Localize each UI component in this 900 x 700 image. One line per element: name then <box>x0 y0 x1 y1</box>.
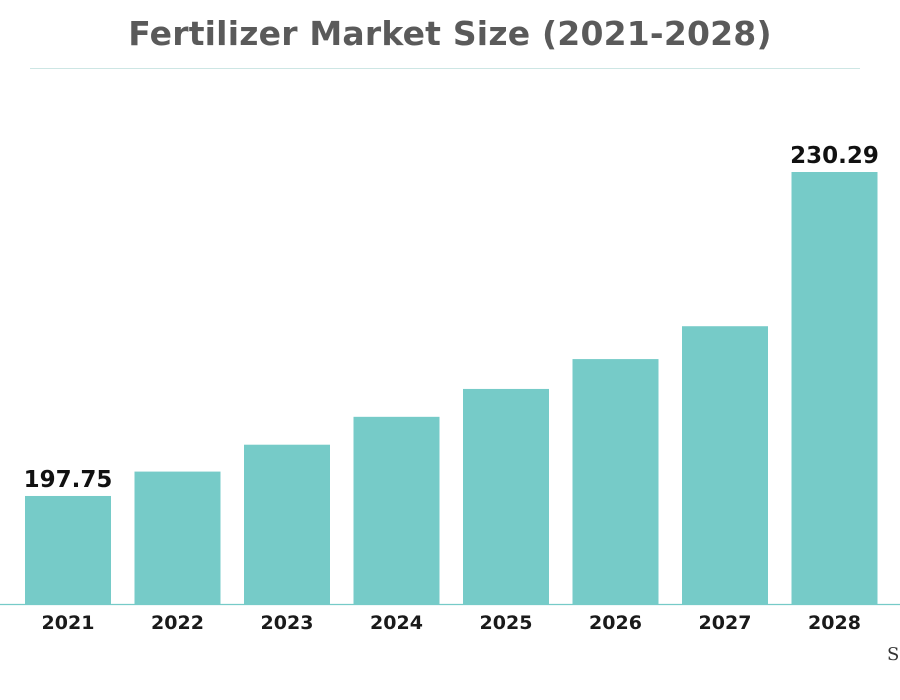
x-tick-label-2027: 2027 <box>699 612 752 634</box>
bar-2026 <box>572 359 659 604</box>
bar-2022 <box>134 471 221 604</box>
bar-2028 <box>791 172 878 604</box>
title-divider <box>30 68 860 69</box>
x-tick-label-2021: 2021 <box>42 612 95 634</box>
x-tick-label-2028: 2028 <box>808 612 861 634</box>
bar-2021 <box>25 495 111 604</box>
x-tick-label-2022: 2022 <box>151 612 204 634</box>
bar-2025 <box>463 388 549 604</box>
data-label-2021: 197.75 <box>24 467 113 493</box>
x-tick-label-2024: 2024 <box>370 612 423 634</box>
watermark-letter: S <box>887 644 900 665</box>
bar-2027 <box>682 326 768 604</box>
data-label-2028: 230.29 <box>790 143 879 169</box>
bar-2023 <box>244 444 330 604</box>
x-tick-label-2023: 2023 <box>261 612 314 634</box>
bar-2024 <box>353 416 440 604</box>
chart-title: Fertilizer Market Size (2021-2028) <box>128 14 772 53</box>
x-tick-label-2025: 2025 <box>480 612 533 634</box>
x-tick-label-2026: 2026 <box>589 612 642 634</box>
